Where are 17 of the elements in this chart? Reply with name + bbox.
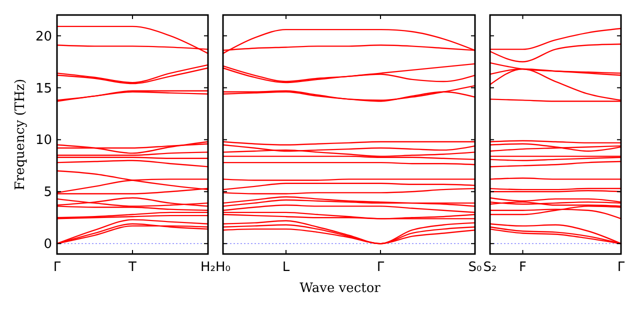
x-axis-title: Wave vector <box>300 281 382 296</box>
x-tick-label: Γ <box>53 260 62 275</box>
x-tick-label: H₀ <box>216 260 230 275</box>
y-tick-label: 20 <box>35 29 52 44</box>
y-tick-label: 10 <box>35 133 52 148</box>
y-tick-label: 5 <box>44 185 52 200</box>
x-tick-label: L <box>282 260 290 275</box>
x-tick-label: S₂ <box>483 260 497 275</box>
y-tick-label: 15 <box>35 81 52 96</box>
x-tick-label: T <box>128 260 137 275</box>
x-tick-label: H₂ <box>200 260 216 275</box>
x-tick-label: Γ <box>376 260 385 275</box>
y-axis-title: Frequency (THz) <box>13 78 28 190</box>
y-tick-label: 0 <box>44 237 52 252</box>
x-tick-label: S₀ <box>468 260 482 275</box>
x-tick-label: Γ <box>617 260 626 275</box>
x-tick-label: F <box>519 260 526 275</box>
